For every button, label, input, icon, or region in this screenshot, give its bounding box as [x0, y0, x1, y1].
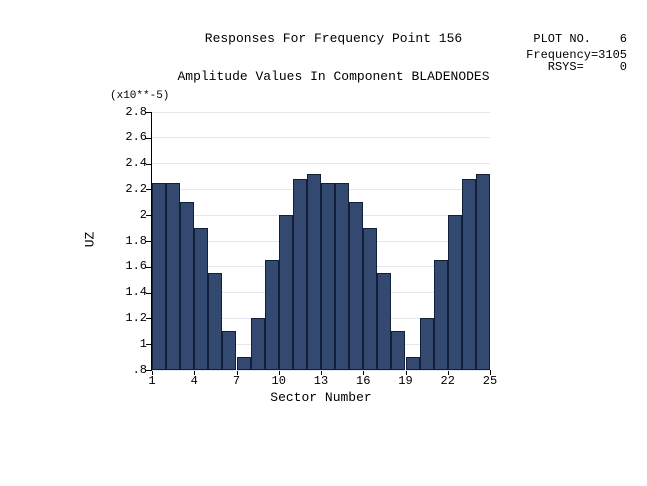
x-tick-label: 19 — [398, 374, 413, 388]
bar — [180, 202, 195, 370]
bar — [152, 182, 167, 370]
bar — [461, 179, 476, 370]
y-tick-mark — [146, 163, 151, 165]
gridline — [152, 111, 490, 113]
y-tick-label: 1.8 — [125, 233, 147, 248]
bar — [321, 182, 336, 370]
bar — [405, 357, 420, 370]
bar — [264, 260, 279, 370]
x-tick-mark — [321, 370, 322, 375]
rsys-value: 0 — [619, 60, 627, 74]
bar — [447, 215, 462, 370]
bar — [335, 182, 350, 370]
chart-title-line2: Amplitude Values In Component BLADENODES — [177, 68, 490, 84]
bar — [475, 173, 490, 370]
y-tick-mark — [146, 344, 151, 346]
x-tick-label: 10 — [271, 374, 286, 388]
bar — [194, 228, 209, 370]
y-tick-label: 2.2 — [125, 181, 147, 196]
y-tick-mark — [146, 189, 151, 191]
x-tick-label: 7 — [232, 374, 241, 388]
y-tick-mark — [146, 241, 151, 242]
gridline — [152, 369, 490, 371]
x-tick-label: 4 — [190, 374, 198, 388]
x-tick-mark — [405, 370, 407, 375]
bar — [250, 318, 265, 370]
plot-number-label: PLOT NO. — [533, 32, 591, 46]
x-tick-mark — [152, 370, 153, 375]
y-tick-mark — [146, 137, 151, 139]
y-tick-mark — [146, 215, 151, 217]
y-tick-mark — [146, 266, 151, 268]
x-tick-mark — [363, 370, 365, 375]
info-panel: PLOT NO. 6 Frequency=3105 RSYS= 0 — [526, 33, 627, 73]
bar — [391, 331, 406, 370]
frequency-line: Frequency=3105 — [526, 48, 627, 62]
chart-title-line1: Responses For Frequency Point 156 — [204, 31, 463, 46]
y-tick-label: 1 — [139, 336, 147, 351]
y-tick-label: 1.4 — [125, 285, 147, 300]
x-tick-mark — [490, 370, 491, 375]
y-tick-label: 2.8 — [125, 104, 147, 119]
bar — [377, 273, 392, 370]
y-axis-line — [151, 112, 152, 371]
x-tick-label: 25 — [482, 374, 498, 388]
y-tick-label: 1.2 — [125, 310, 147, 325]
plot-number-line: PLOT NO. 6 — [526, 33, 627, 45]
bar — [222, 331, 237, 370]
y-tick-mark — [146, 292, 151, 294]
bar — [349, 202, 364, 370]
y-tick-label: .8 — [132, 362, 147, 377]
rsys-line: RSYS= 0 — [526, 61, 627, 73]
y-tick-mark — [146, 370, 151, 371]
x-tick-mark — [194, 370, 196, 375]
rsys-label: RSYS= — [547, 60, 584, 74]
bar — [166, 182, 181, 370]
bar — [278, 215, 293, 370]
bar — [433, 260, 448, 370]
y-tick-label: 1.6 — [125, 259, 147, 274]
x-tick-label: 13 — [313, 374, 329, 388]
x-tick-mark — [447, 370, 449, 375]
bar — [292, 179, 307, 370]
bar — [306, 173, 321, 370]
chart-title-block: Responses For Frequency Point 156 Amplit… — [10, 8, 647, 108]
bar — [208, 273, 223, 370]
x-tick-label: 1 — [148, 374, 156, 388]
bar — [363, 228, 378, 370]
gridline — [152, 137, 490, 139]
x-tick-mark — [236, 370, 238, 375]
plot-number-value: 6 — [619, 32, 627, 46]
bar — [236, 357, 251, 370]
y-tick-label: 2.4 — [125, 156, 147, 171]
x-axis-title: Sector Number — [270, 390, 372, 405]
bar — [419, 318, 434, 370]
x-tick-mark — [278, 370, 280, 375]
y-tick-mark — [146, 112, 151, 113]
x-tick-label: 22 — [440, 374, 455, 388]
y-tick-mark — [146, 318, 151, 320]
y-tick-label: 2.6 — [125, 130, 147, 145]
y-tick-label: 2 — [139, 207, 147, 222]
gridline — [152, 163, 490, 165]
plot-area — [152, 111, 490, 371]
y-axis-title: UZ — [82, 231, 98, 248]
y-axis-scale-note: (x10**-5) — [110, 90, 170, 102]
x-tick-label: 16 — [356, 374, 371, 388]
